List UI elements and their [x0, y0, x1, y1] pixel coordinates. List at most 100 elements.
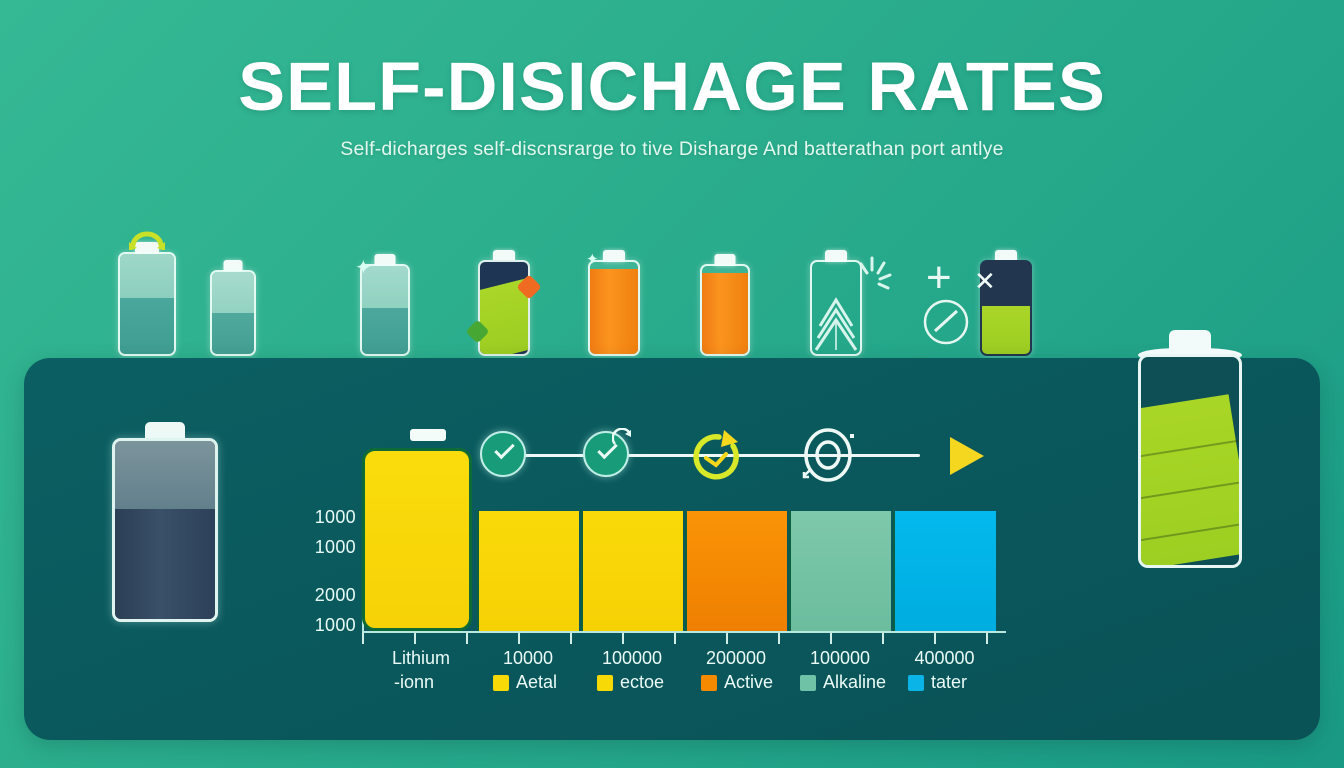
bar-alkaline[interactable] — [789, 511, 891, 631]
x-axis-tick — [778, 633, 780, 644]
x-axis-labels: Lithium 10000 100000 200000 100000 40000… — [300, 648, 1006, 672]
refresh-arrow-icon — [612, 428, 631, 445]
battery-charged-icon — [1136, 330, 1244, 568]
x-axis-tick — [934, 633, 936, 644]
check-circle-icon[interactable] — [480, 431, 526, 477]
x-axis-tick — [882, 633, 884, 644]
x-axis-label-ectoe: 100000 — [601, 648, 663, 668]
battery-plus-minus-icon: + ✕ — [916, 250, 1036, 356]
battery-discharged-icon — [112, 422, 218, 622]
battery-orange-2-icon — [700, 254, 750, 356]
circular-arrow-icon[interactable] — [689, 428, 749, 484]
battery-cap — [223, 260, 243, 271]
page-title: SELF-DISICHAGE RATES — [238, 48, 1106, 125]
bar-tater[interactable] — [893, 511, 996, 631]
legend-swatch-active — [701, 674, 717, 691]
x-axis-label-alkaline: 100000 — [809, 648, 871, 668]
battery-fill-upper — [212, 272, 254, 313]
legend-item-tater[interactable]: tater — [908, 672, 967, 693]
bar-battery-cap — [410, 429, 446, 441]
x-axis-tick — [726, 633, 728, 644]
close-x-icon: ✕ — [974, 266, 996, 296]
x-axis-sublabel-lithium: -ionn — [394, 672, 435, 692]
legend-label-tater: tater — [931, 672, 968, 692]
process-icon-row — [480, 428, 984, 484]
legend-item-active[interactable]: Active — [701, 672, 773, 693]
x-axis-tick — [674, 633, 676, 644]
legend-item-ectoe[interactable]: ectoe — [597, 672, 664, 693]
spark-icon: ✦ — [355, 257, 372, 279]
chart-legend: -ionn Aetal ectoe Active Alkaline tater — [300, 672, 1006, 698]
battery-cap — [825, 250, 847, 262]
battery-body — [1138, 354, 1242, 568]
y-axis-labels: 1000 1000 2000 1000 — [300, 425, 356, 640]
legend-label-aetal: Aetal — [516, 672, 558, 692]
battery-fill-orange — [702, 273, 748, 354]
header: SELF-DISICHAGE RATES Self-dicharges self… — [0, 52, 1344, 161]
y-tick-label: 1000 — [314, 537, 356, 557]
bar-chart: 1000 1000 2000 1000 — [300, 425, 1006, 644]
battery-cap — [714, 254, 736, 266]
x-axis-tick — [986, 633, 988, 644]
legend-swatch-tater — [908, 674, 924, 691]
x-axis-label-tater: 400000 — [914, 648, 975, 668]
battery-fill-upper — [120, 254, 174, 298]
battery-body — [980, 260, 1032, 356]
battery-cap — [995, 250, 1017, 262]
battery-cap — [493, 250, 515, 262]
battery-body — [360, 264, 410, 356]
bar-ectoe[interactable] — [581, 511, 683, 631]
check-circle-refresh-icon[interactable] — [583, 428, 631, 479]
battery-fill-upper — [362, 266, 408, 309]
battery-icon-strip: ✦ ✦ — [0, 231, 1120, 356]
legend-swatch-alkaline — [800, 674, 816, 691]
page-subtitle: Self-dicharges self-discnsrarge to tive … — [340, 138, 1004, 160]
battery-fill-upper — [115, 441, 215, 509]
y-tick-label: 2000 — [314, 585, 356, 605]
battery-body — [478, 260, 530, 356]
battery-low-icon — [210, 260, 256, 356]
legend-label-active: Active — [724, 672, 774, 692]
bar-active[interactable] — [685, 511, 787, 631]
x-axis-tick — [570, 633, 572, 644]
x-axis-tick — [830, 633, 832, 644]
target-ring-icon[interactable] — [798, 428, 860, 484]
battery-spark-icon: ✦ — [355, 254, 410, 356]
battery-orange-icon: ✦ — [586, 250, 640, 356]
battery-body — [700, 264, 750, 356]
battery-cap — [374, 254, 396, 266]
battery-cap — [135, 242, 159, 255]
x-axis-tick — [518, 633, 520, 644]
burst-icon — [859, 256, 892, 290]
legend-item-alkaline[interactable]: Alkaline — [800, 672, 886, 693]
bar-lithium-ionn[interactable] — [362, 448, 472, 631]
plus-icon: + — [926, 253, 952, 302]
no-entry-icon — [923, 299, 969, 345]
bar-aetal[interactable] — [477, 511, 579, 631]
bar-group — [362, 425, 1006, 631]
legend-label-alkaline: Alkaline — [823, 672, 887, 692]
battery-fill-lower — [362, 308, 408, 354]
battery-outline-chevron-icon — [810, 250, 892, 356]
arrow-right-triangle-icon[interactable] — [950, 437, 984, 475]
battery-fill-lower — [115, 508, 215, 619]
legend-swatch-ectoe — [597, 674, 613, 691]
x-axis-tick — [622, 633, 624, 644]
legend-swatch-aetal — [493, 674, 509, 691]
x-axis-tick — [466, 633, 468, 644]
battery-recycle-icon — [118, 231, 176, 356]
battery-body — [810, 260, 862, 356]
x-axis-tick — [414, 633, 416, 644]
battery-body — [112, 438, 218, 622]
battery-split-icon — [465, 250, 542, 356]
battery-cap — [603, 250, 625, 262]
battery-fill-lower — [120, 298, 174, 354]
legend-item-aetal[interactable]: Aetal — [493, 672, 557, 693]
battery-fill-lime — [1141, 394, 1239, 565]
x-axis-label-aetal: 10000 — [502, 648, 554, 668]
battery-body — [210, 270, 256, 356]
recycle-arrow-icon — [129, 231, 165, 250]
battery-body — [588, 260, 640, 356]
battery-fill-lower — [212, 313, 254, 354]
battery-fill-lime — [982, 306, 1030, 354]
